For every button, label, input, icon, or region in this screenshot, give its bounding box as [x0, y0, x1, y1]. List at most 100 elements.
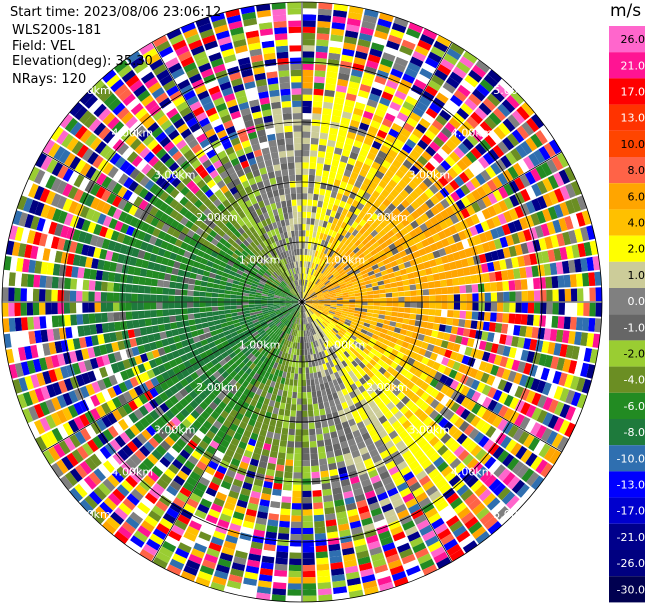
range-gate	[281, 291, 288, 296]
range-gate	[236, 305, 243, 309]
range-gate	[317, 371, 322, 379]
range-gate	[305, 295, 311, 300]
range-gate	[146, 225, 156, 235]
range-gate	[255, 292, 262, 296]
range-gate	[519, 416, 531, 430]
range-gate	[434, 191, 445, 202]
range-gate	[329, 555, 343, 564]
range-gate	[315, 326, 320, 333]
range-gate	[151, 270, 160, 279]
range-gate	[184, 384, 194, 394]
range-gate	[65, 327, 73, 339]
range-gate	[340, 314, 347, 319]
range-gate	[302, 174, 309, 181]
range-gate	[556, 436, 569, 452]
range-gate	[281, 396, 287, 404]
range-gate	[388, 430, 399, 440]
range-gate	[369, 546, 383, 556]
range-gate	[333, 493, 344, 501]
range-gate	[225, 333, 233, 340]
range-gate	[381, 159, 392, 170]
range-gate	[362, 403, 371, 413]
range-gate	[278, 370, 284, 378]
range-gate	[216, 375, 225, 384]
range-gate	[327, 419, 335, 427]
range-gate	[358, 210, 366, 219]
range-gate	[342, 253, 349, 260]
range-gate	[255, 401, 263, 410]
range-gate	[370, 374, 379, 383]
range-gate	[409, 149, 421, 160]
range-gate	[99, 226, 108, 238]
range-gate	[329, 331, 336, 337]
range-gate	[312, 107, 322, 114]
range-gate	[323, 293, 330, 297]
range-gate	[387, 559, 403, 570]
range-gate	[352, 166, 361, 175]
range-gate	[174, 391, 184, 402]
range-gate	[507, 114, 521, 129]
range-gate	[369, 204, 378, 213]
range-gate	[151, 325, 160, 334]
range-gate	[193, 302, 200, 308]
range-gate	[76, 144, 89, 159]
range-gate	[405, 371, 414, 381]
range-gate	[280, 351, 286, 359]
range-gate	[351, 221, 359, 229]
range-gate	[295, 423, 302, 430]
range-gate	[279, 297, 286, 300]
range-gate	[188, 357, 197, 366]
range-gate	[214, 274, 222, 280]
range-gate	[60, 366, 70, 379]
range-gate	[527, 290, 535, 302]
range-gate	[575, 377, 586, 392]
range-gate	[127, 265, 136, 275]
range-gate	[331, 319, 338, 325]
range-gate	[131, 155, 143, 167]
range-gate	[230, 305, 237, 310]
range-gate	[355, 250, 363, 257]
range-gate	[307, 193, 313, 200]
range-gate	[520, 242, 529, 255]
range-gate	[343, 490, 354, 499]
range-gate	[289, 354, 294, 361]
range-gate	[503, 291, 510, 302]
range-gate	[95, 392, 106, 404]
range-gate	[385, 358, 394, 366]
range-gate	[361, 163, 371, 172]
range-gate	[355, 224, 363, 232]
range-gate	[507, 166, 519, 180]
range-gate	[114, 372, 124, 384]
range-gate	[490, 343, 499, 354]
range-gate	[415, 398, 425, 408]
range-gate	[177, 348, 186, 356]
range-gate	[423, 302, 430, 309]
range-gate	[444, 183, 455, 195]
range-gate	[150, 286, 157, 294]
range-gate	[345, 571, 360, 580]
range-gate	[139, 327, 148, 336]
range-gate	[322, 277, 328, 283]
range-gate	[191, 349, 200, 357]
range-gate	[497, 103, 511, 118]
range-gate	[434, 309, 442, 317]
range-gate	[263, 272, 271, 278]
range-gate	[333, 9, 348, 18]
range-gate	[378, 429, 388, 439]
range-gate	[319, 284, 326, 289]
range-gate	[143, 294, 151, 302]
range-gate	[418, 248, 427, 256]
range-gate	[417, 438, 428, 449]
range-gate	[273, 326, 279, 333]
range-gate	[433, 371, 443, 381]
range-gate	[171, 442, 183, 454]
range-gate	[281, 332, 287, 339]
range-gate	[87, 439, 99, 453]
range-gate	[164, 195, 174, 205]
range-gate	[220, 439, 230, 449]
range-gate	[104, 442, 117, 456]
range-gate	[440, 317, 447, 325]
range-gate	[378, 179, 388, 189]
range-gate	[110, 362, 120, 374]
range-gate	[372, 480, 384, 490]
